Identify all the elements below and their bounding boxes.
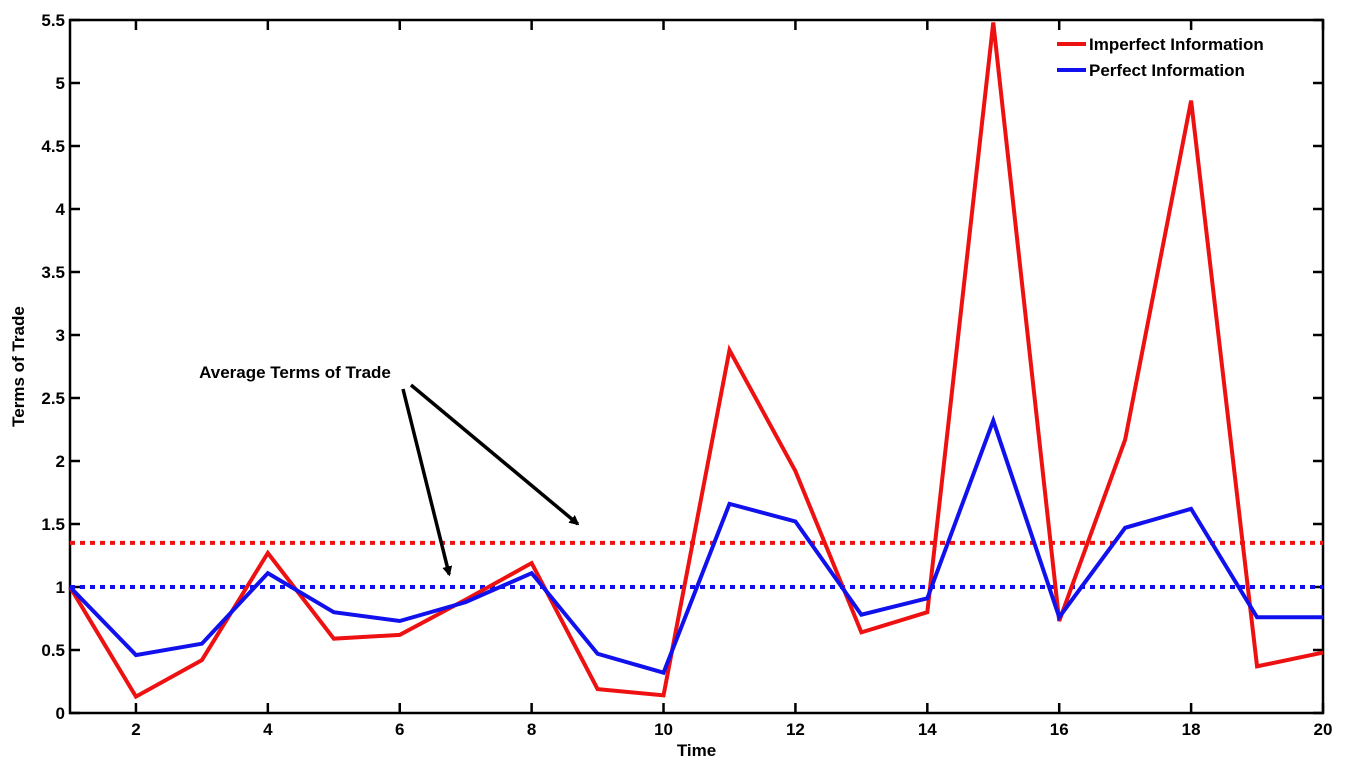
series-line [68, 414, 1323, 676]
series-lines [68, 22, 1324, 700]
annotation-label: Average Terms of Trade [199, 363, 391, 382]
x-tick-label: 16 [1050, 720, 1069, 739]
x-tick-label: 6 [395, 720, 404, 739]
x-tick-label: 2 [131, 720, 140, 739]
x-tick-label: 10 [654, 720, 673, 739]
legend: Imperfect Information Perfect Information [1057, 35, 1264, 80]
average-lines [70, 540, 1323, 589]
y-tick-label: 3 [56, 326, 65, 345]
x-tick-label: 14 [918, 720, 937, 739]
y-tick-label: 4.5 [41, 137, 65, 156]
x-tick-label: 20 [1314, 720, 1333, 739]
y-tick-label: 5.5 [41, 11, 65, 30]
y-tick-label: 3.5 [41, 263, 65, 282]
y-tick-label: 1 [56, 578, 65, 597]
x-tick-label: 4 [263, 720, 273, 739]
y-tick-label: 2.5 [41, 389, 65, 408]
y-tick-label: 0.5 [41, 641, 65, 660]
annotation: Average Terms of Trade [199, 363, 580, 577]
y-tick-label: 4 [56, 200, 66, 219]
y-tick-label: 1.5 [41, 515, 65, 534]
plot-frame [68, 18, 1325, 715]
legend-label: Imperfect Information [1089, 35, 1264, 54]
y-axis-label: Terms of Trade [9, 306, 28, 427]
legend-label: Perfect Information [1089, 61, 1245, 80]
y-tick-label: 0 [56, 704, 65, 723]
x-tick-label: 18 [1182, 720, 1201, 739]
x-tick-label: 12 [786, 720, 805, 739]
y-tick-label: 5 [56, 74, 65, 93]
x-axis-label: Time [677, 741, 716, 760]
y-tick-label: 2 [56, 452, 65, 471]
x-ticks: 2 4 6 8 10 12 14 16 18 20 [131, 20, 1332, 739]
x-tick-label: 8 [527, 720, 536, 739]
axes [68, 18, 1325, 715]
y-ticks: 0 0.5 1 1.5 2 2.5 3 3.5 4 4.5 5 5.5 [41, 11, 1323, 723]
annotation-arrow [409, 383, 580, 526]
annotation-arrow [401, 388, 453, 577]
series-line [68, 22, 1324, 700]
